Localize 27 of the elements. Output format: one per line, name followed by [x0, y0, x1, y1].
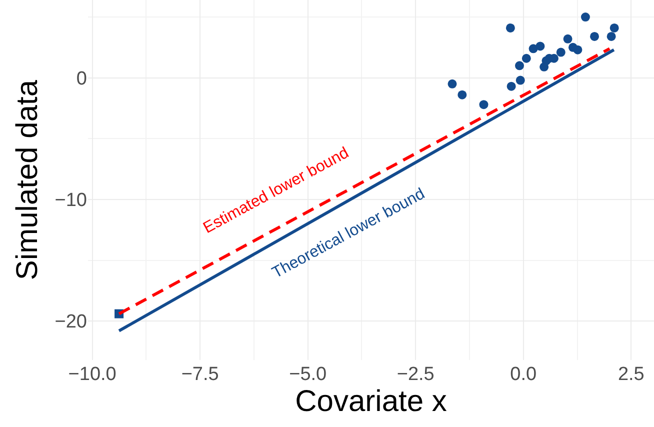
y-axis-title: Simulated data — [10, 80, 44, 280]
point — [458, 90, 467, 100]
y-tick-label: 0 — [76, 68, 87, 90]
point — [516, 76, 525, 85]
point — [506, 82, 516, 91]
point — [610, 23, 619, 32]
point — [448, 79, 457, 88]
x-tick-label: −5.0 — [289, 364, 327, 385]
point — [536, 42, 545, 51]
point — [606, 32, 616, 41]
x-tick-label: −10.0 — [68, 364, 116, 385]
point — [580, 12, 590, 22]
point — [515, 61, 524, 70]
x-tick-label: −7.5 — [181, 364, 219, 385]
x-axis-title: Covariate x — [295, 385, 447, 418]
point — [573, 45, 582, 54]
point — [590, 32, 600, 41]
x-tick-label: 2.5 — [618, 364, 644, 385]
point — [506, 23, 515, 32]
y-tick-label: −20 — [54, 312, 87, 333]
y-tick-label: −10 — [54, 190, 87, 212]
x-tick-label: −2.5 — [396, 364, 434, 385]
x-tick-label: 0.0 — [510, 364, 537, 385]
point — [522, 54, 531, 63]
point — [479, 100, 488, 110]
point — [563, 34, 572, 44]
point — [556, 48, 566, 57]
